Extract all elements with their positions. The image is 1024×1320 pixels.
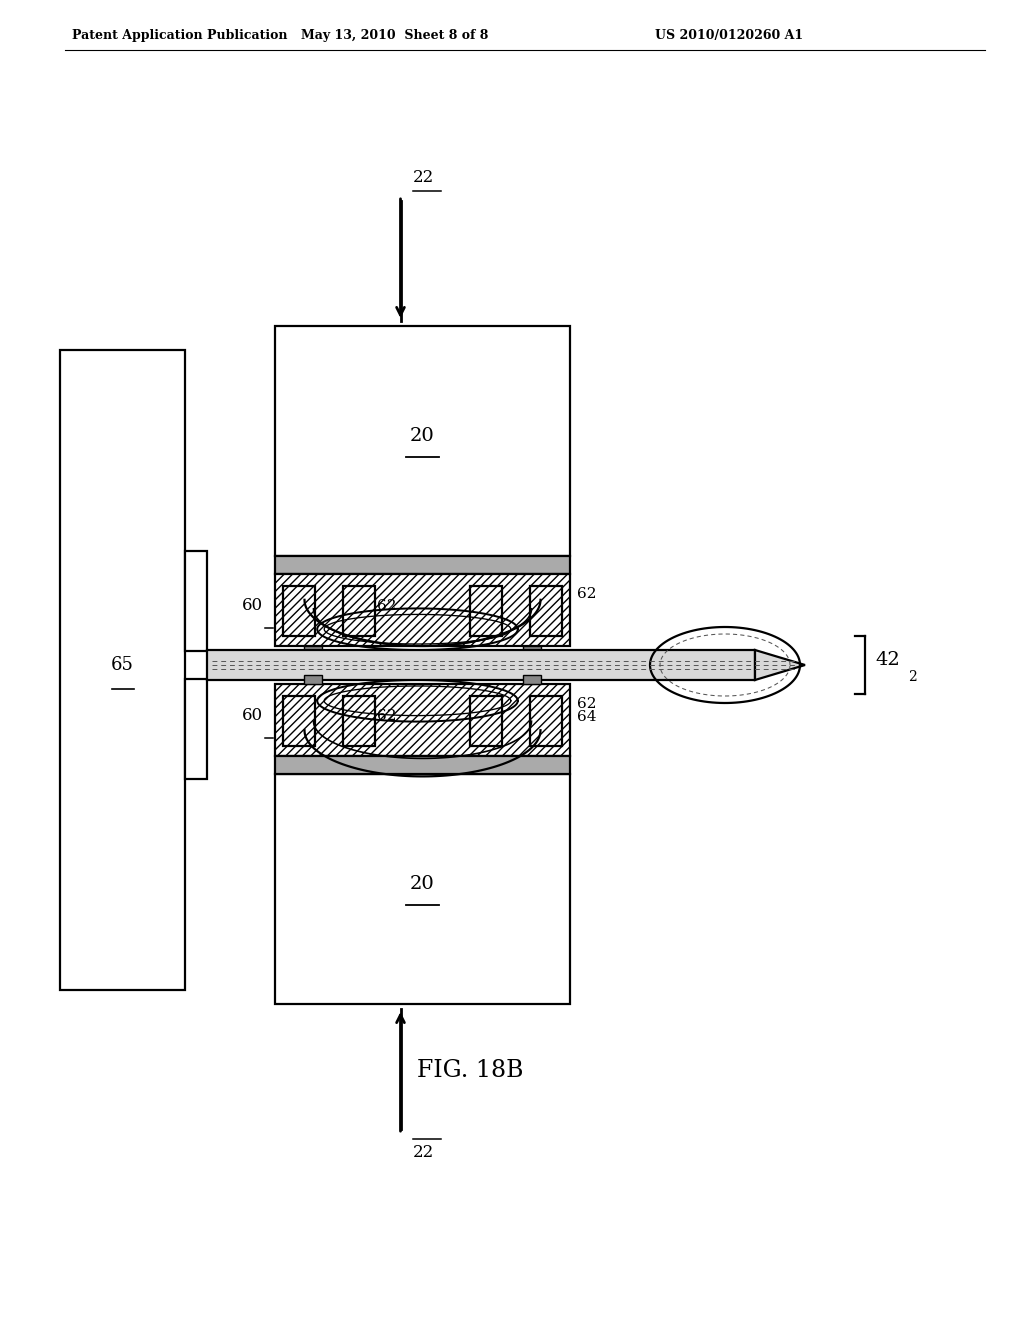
Bar (530, 696, 562, 746)
Bar (275, 684, 570, 756)
Bar (207, 649, 755, 680)
Text: 64: 64 (577, 710, 597, 723)
Bar (343, 586, 375, 636)
Text: May 13, 2010  Sheet 8 of 8: May 13, 2010 Sheet 8 of 8 (301, 29, 488, 41)
Polygon shape (755, 649, 805, 680)
Bar (343, 696, 375, 746)
Bar (470, 696, 502, 746)
Text: 22: 22 (413, 169, 434, 186)
Text: Patent Application Publication: Patent Application Publication (72, 29, 288, 41)
Bar (60, 350, 185, 990)
Bar (185, 678, 207, 779)
Text: 62: 62 (378, 709, 397, 723)
Text: 58: 58 (577, 663, 596, 676)
Bar (283, 586, 315, 636)
Text: 65: 65 (111, 656, 134, 675)
Bar (304, 675, 323, 684)
Text: 60: 60 (242, 597, 263, 614)
Bar (304, 645, 323, 655)
Bar (283, 696, 315, 746)
Bar (530, 586, 562, 636)
Bar (275, 326, 570, 556)
Text: 2: 2 (908, 671, 916, 684)
Bar (470, 586, 502, 636)
Text: 20: 20 (411, 875, 435, 894)
Text: FIG. 18B: FIG. 18B (417, 1059, 523, 1082)
Bar (275, 556, 570, 574)
Text: 62: 62 (577, 587, 597, 601)
Text: 62: 62 (577, 697, 597, 711)
Bar (185, 550, 207, 651)
Text: 22: 22 (413, 1144, 434, 1162)
Text: 20: 20 (411, 426, 435, 445)
Bar (275, 574, 570, 645)
Text: 62: 62 (378, 599, 397, 614)
Bar (275, 756, 570, 774)
Text: 60: 60 (242, 706, 263, 723)
Bar (522, 645, 541, 655)
Text: 58: 58 (577, 653, 596, 668)
Text: 42: 42 (874, 651, 900, 669)
Text: US 2010/0120260 A1: US 2010/0120260 A1 (655, 29, 803, 41)
Bar (522, 675, 541, 684)
Bar (275, 774, 570, 1005)
